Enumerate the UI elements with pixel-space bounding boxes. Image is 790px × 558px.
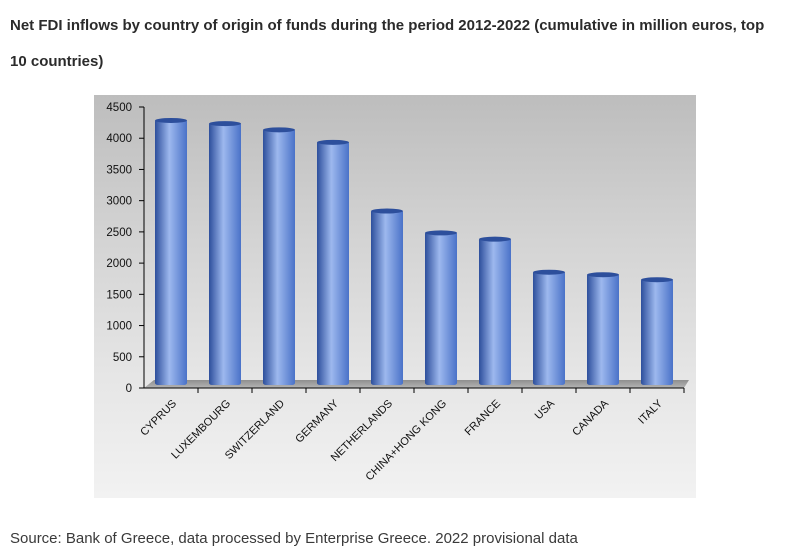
x-tick-label: ITALY [636,397,665,426]
y-tick-label: 3000 [106,196,132,208]
y-tick-label: 4000 [106,133,132,145]
bar-cyprus [155,119,187,385]
bar-france [479,238,511,385]
y-tick-label: 1500 [106,289,132,301]
y-tick-label: 500 [113,352,132,364]
bar-cap [587,272,619,278]
bar-netherlands [371,210,403,385]
x-tick-label: USA [533,397,558,422]
bar-chart: 0 500 1000 1500 2000 2500 3000 3500 4000 4500 CYPR… [106,102,689,483]
bar-cap [371,208,403,214]
x-tick-label: FRANCE [463,398,503,438]
bar-cap [209,121,241,127]
bar-usa [533,271,565,385]
x-tick-label: GERMANY [293,397,341,445]
source-note: Source: Bank of Greece, data processed b… [10,530,578,547]
y-tick-label: 0 [126,383,132,395]
bar-cap [641,277,673,283]
y-tick-label: 3500 [106,164,132,176]
y-tick-label: 2500 [106,227,132,239]
chart-title: Net FDI inflows by country of origin of … [10,17,765,70]
bar-cap [533,269,565,275]
y-tick-label: 2000 [106,258,132,270]
y-tick-label: 4500 [106,102,132,114]
bar-switzerland [263,128,295,385]
bar-canada [587,273,619,385]
bar-cap [263,127,295,133]
x-tick-label: CYPRUS [138,398,179,439]
bar-germany [317,141,349,385]
bar-cap [479,236,511,242]
bar-china-hong-kong [425,231,457,385]
x-tick-label: SWITZERLAND [223,398,287,462]
chart-area: 0 500 1000 1500 2000 2500 3000 3500 4000 4500 CYPR… [94,95,696,498]
bar-cap [425,230,457,236]
x-tick-label: CANADA [570,397,611,438]
bar-cap [155,117,187,123]
bar-luxembourg [209,122,241,385]
bar-italy [641,278,673,385]
y-tick-label: 1000 [106,321,132,333]
bar-cap [317,139,349,145]
